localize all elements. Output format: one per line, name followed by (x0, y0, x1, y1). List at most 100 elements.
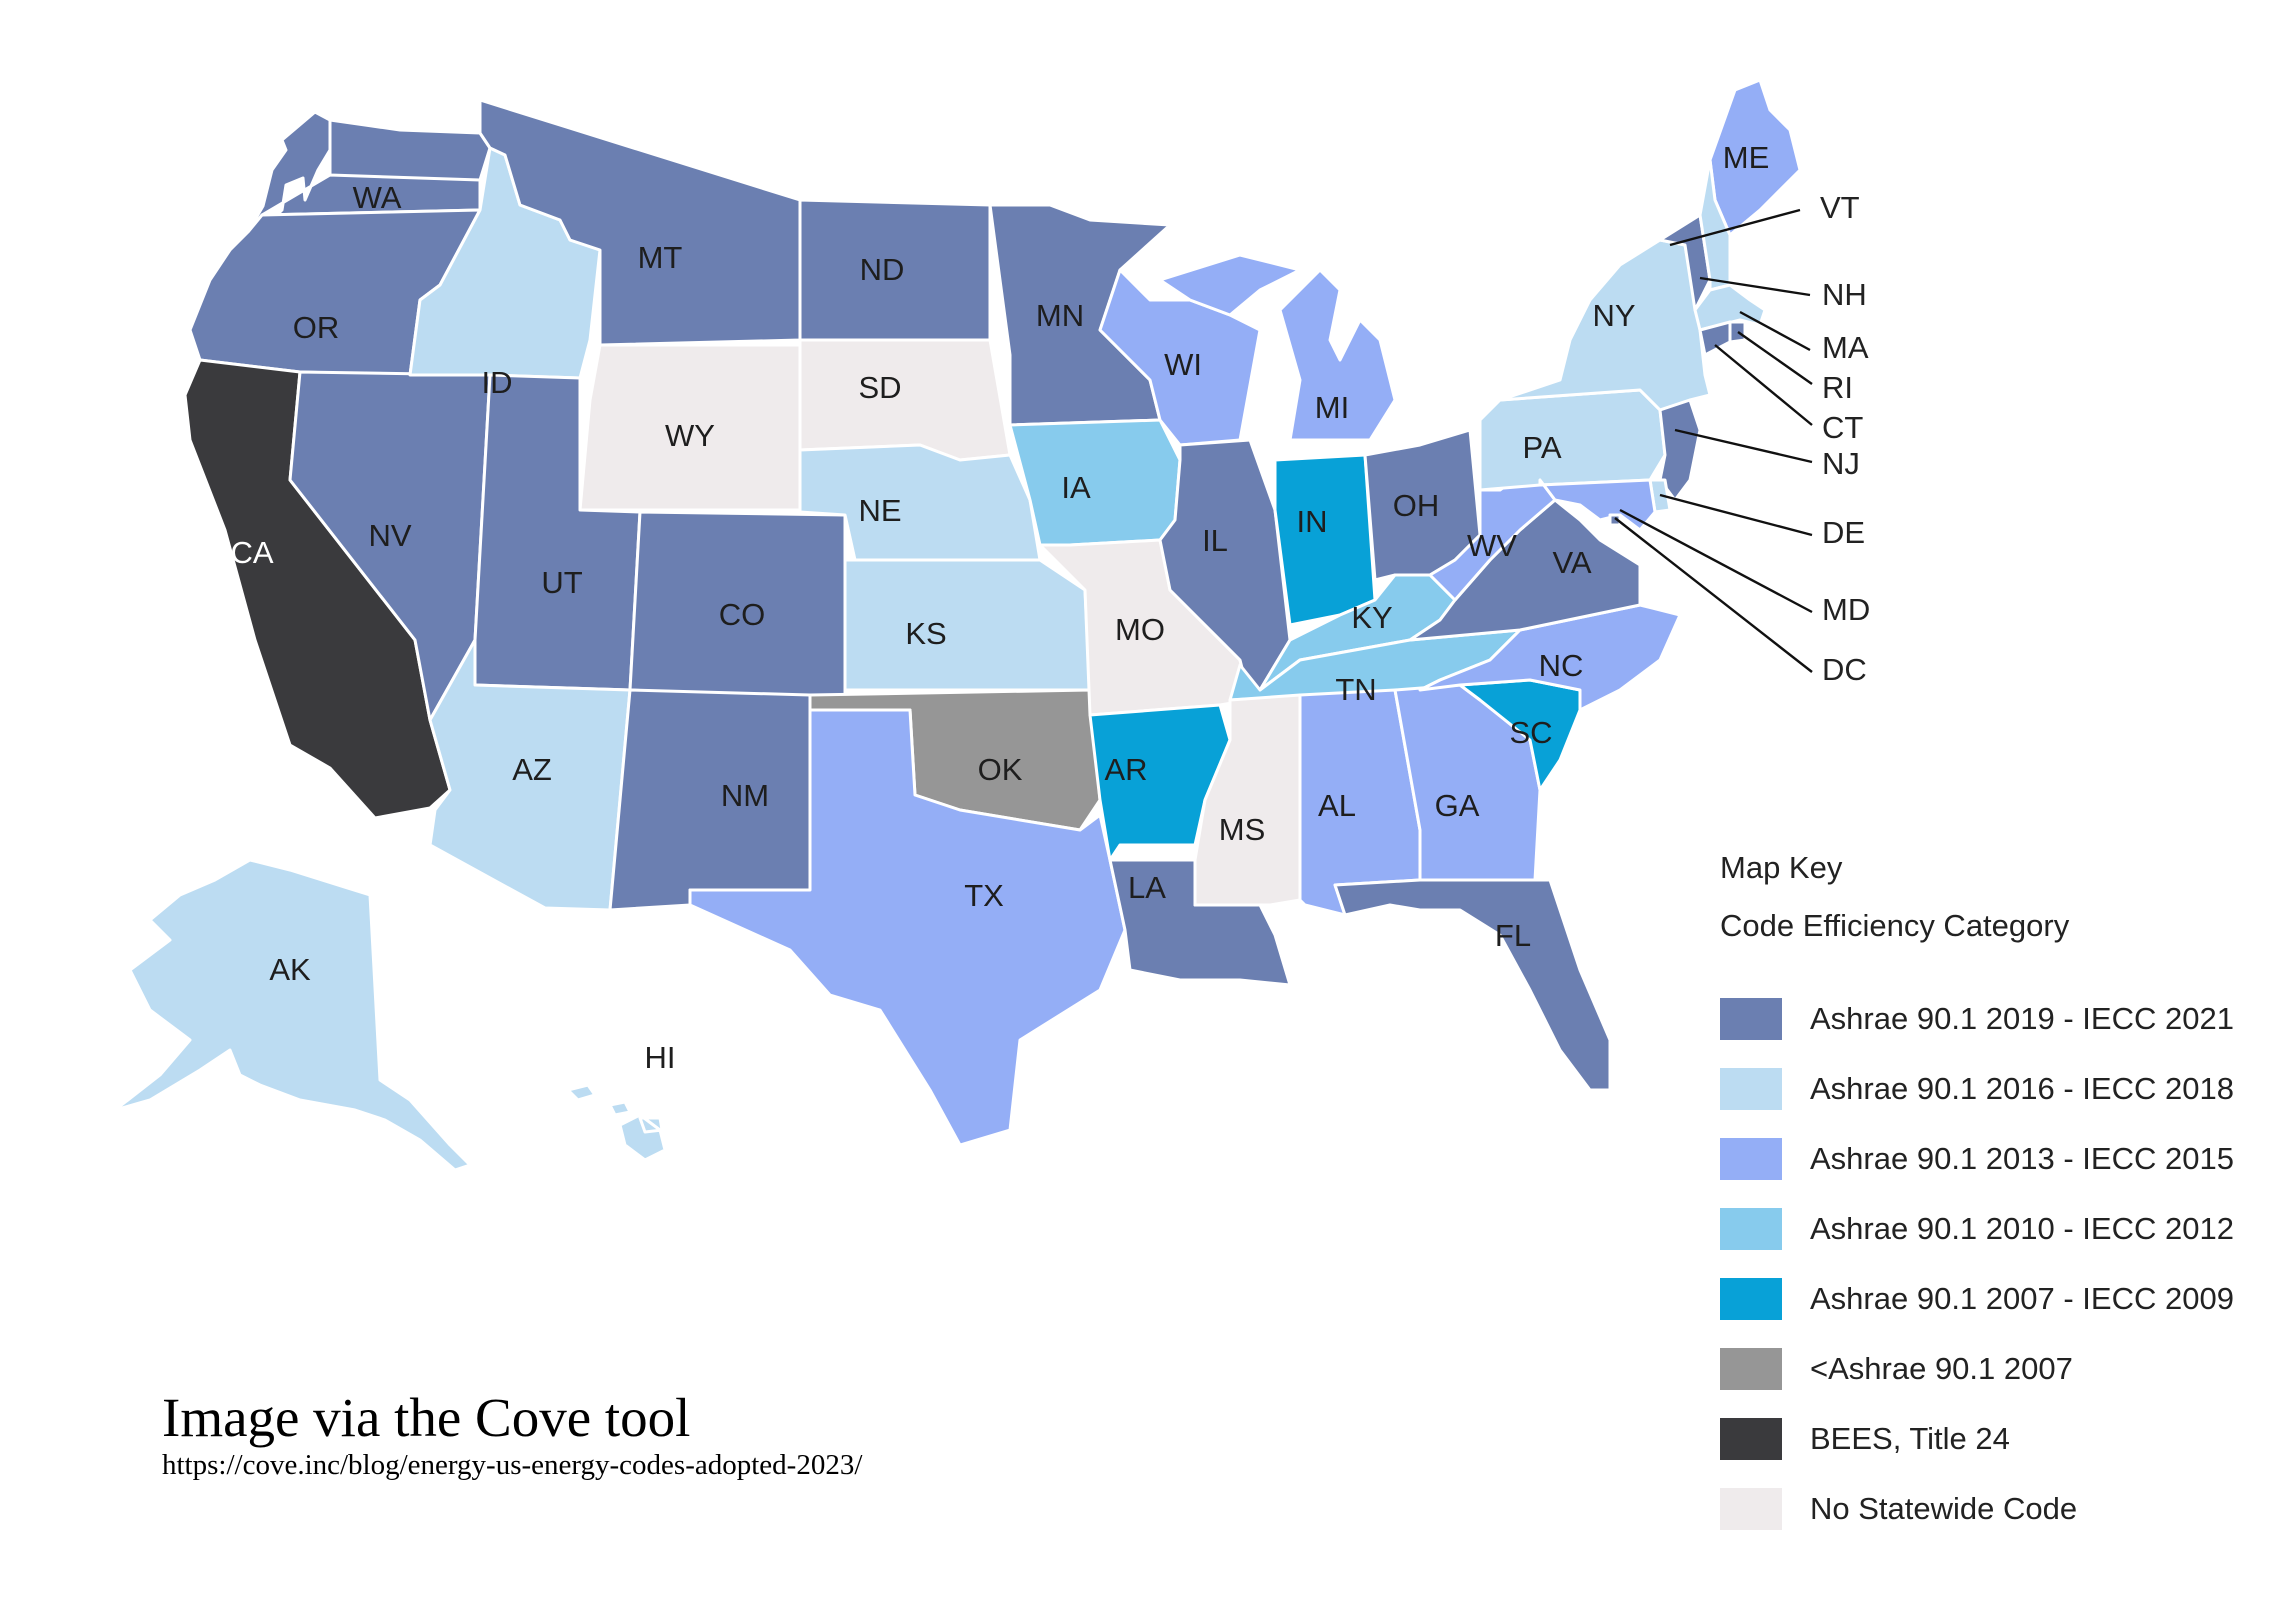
legend-swatch (1720, 1208, 1782, 1250)
state-MI (1158, 253, 1397, 442)
state-NC (1418, 603, 1682, 712)
state-NM (608, 688, 812, 912)
state-SD (798, 338, 1012, 462)
state-AR (1088, 703, 1232, 862)
label-WI: WI (1164, 347, 1202, 382)
legend-swatch (1720, 998, 1782, 1040)
label-WV: WV (1467, 528, 1517, 563)
label-GA: GA (1435, 788, 1480, 823)
state-NJ (1658, 398, 1702, 502)
legend-label: Ashrae 90.1 2010 - IECC 2012 (1810, 1211, 2234, 1246)
callout-line-DE (1659, 493, 1813, 537)
legend-subtitle: Code Efficiency Category (1720, 908, 2070, 943)
label-IA: IA (1061, 470, 1091, 505)
label-NC: NC (1539, 648, 1584, 683)
label-MI: MI (1315, 390, 1349, 425)
label-OH: OH (1393, 488, 1440, 523)
label-ND: ND (860, 252, 905, 287)
legend-label: Ashrae 90.1 2016 - IECC 2018 (1810, 1071, 2234, 1106)
callout-line-MD (1619, 508, 1813, 614)
state-HI (566, 1083, 667, 1162)
state-shapes (113, 78, 1802, 1172)
legend-item: No Statewide Code (1720, 1474, 2280, 1544)
image-credit: Image via the Cove tool https://cove.inc… (162, 1388, 862, 1482)
state-MT (478, 98, 802, 347)
legend-item: Ashrae 90.1 2010 - IECC 2012 (1720, 1194, 2280, 1264)
legend-label: Ashrae 90.1 2019 - IECC 2021 (1810, 1001, 2234, 1036)
legend-label: Ashrae 90.1 2007 - IECC 2009 (1810, 1281, 2234, 1316)
label-AR: AR (1104, 752, 1147, 787)
state-KS (843, 558, 1092, 692)
label-VT: VT (1820, 190, 1860, 225)
credit-title: Image via the Cove tool (162, 1387, 691, 1448)
legend-item: Ashrae 90.1 2007 - IECC 2009 (1720, 1264, 2280, 1334)
label-KY: KY (1351, 600, 1392, 635)
label-VA: VA (1552, 545, 1591, 580)
state-WY (578, 343, 802, 512)
label-PA: PA (1522, 430, 1561, 465)
label-AZ: AZ (512, 752, 552, 787)
label-OR: OR (293, 310, 340, 345)
label-MS: MS (1219, 812, 1266, 847)
callout-line-NH (1699, 276, 1811, 297)
callout-lines (1614, 208, 1813, 673)
legend-item: BEES, Title 24 (1720, 1404, 2280, 1474)
label-NH: NH (1822, 277, 1867, 312)
legend-label: <Ashrae 90.1 2007 (1810, 1351, 2073, 1386)
label-ID: ID (482, 365, 513, 400)
state-labels: WA OR CA NV ID MT WY UT AZ CO NM ND SD N… (230, 140, 1769, 1075)
map-legend: Map Key Code Efficiency Category Ashrae … (1720, 850, 2280, 1544)
callout-line-VT (1669, 208, 1801, 247)
state-IA (1008, 418, 1182, 547)
callout-line-CT (1714, 344, 1813, 426)
credit-url[interactable]: https://cove.inc/blog/energy-us-energy-c… (162, 1449, 863, 1481)
label-WY: WY (665, 418, 715, 453)
label-SD: SD (858, 370, 901, 405)
state-NH (1698, 158, 1732, 292)
label-CA: CA (230, 535, 273, 570)
legend-title: Map Key (1720, 850, 1843, 885)
legend-item: <Ashrae 90.1 2007 (1720, 1334, 2280, 1404)
legend-swatch (1720, 1488, 1782, 1530)
callout-line-DC (1614, 517, 1813, 673)
label-MN: MN (1036, 298, 1084, 333)
label-OK: OK (978, 752, 1023, 787)
legend-item: Ashrae 90.1 2016 - IECC 2018 (1720, 1054, 2280, 1124)
label-KS: KS (905, 616, 946, 651)
state-TX (688, 708, 1127, 1147)
label-NJ: NJ (1822, 446, 1860, 481)
legend-swatch (1720, 1278, 1782, 1320)
label-MD: MD (1822, 592, 1870, 627)
label-NE: NE (858, 493, 901, 528)
state-DC (1608, 513, 1622, 527)
state-CT (1698, 320, 1732, 357)
label-RI: RI (1822, 370, 1853, 405)
label-SC: SC (1509, 715, 1552, 750)
label-CT: CT (1822, 410, 1863, 445)
label-LA: LA (1128, 870, 1166, 905)
legend-swatch (1720, 1418, 1782, 1460)
label-MO: MO (1115, 612, 1165, 647)
label-ME: ME (1723, 140, 1770, 175)
label-DC: DC (1822, 652, 1867, 687)
callout-line-RI (1737, 331, 1813, 385)
state-PA (1478, 388, 1667, 492)
legend-label: BEES, Title 24 (1810, 1421, 2010, 1456)
label-HI: HI (645, 1040, 676, 1075)
label-TN: TN (1335, 672, 1376, 707)
state-RI (1728, 320, 1747, 344)
legend-label: No Statewide Code (1810, 1491, 2078, 1526)
label-CO: CO (719, 597, 766, 632)
label-AL: AL (1318, 788, 1356, 823)
legend-swatch (1720, 1138, 1782, 1180)
label-NY: NY (1592, 298, 1635, 333)
label-NV: NV (368, 518, 411, 553)
legend-swatch (1720, 1348, 1782, 1390)
legend-swatch (1720, 1068, 1782, 1110)
label-UT: UT (541, 565, 582, 600)
label-NM: NM (721, 778, 769, 813)
state-AK (113, 858, 472, 1172)
label-IN: IN (1297, 504, 1328, 539)
label-FL: FL (1495, 918, 1531, 953)
